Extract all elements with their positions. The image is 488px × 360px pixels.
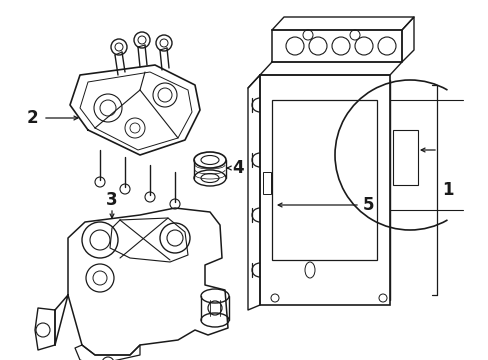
Text: 4: 4	[232, 159, 244, 177]
Text: 1: 1	[441, 181, 453, 199]
Bar	[392, 130, 417, 185]
Text: 5: 5	[362, 196, 373, 214]
Text: 2: 2	[26, 109, 38, 127]
Bar	[260, 75, 389, 305]
Text: 3: 3	[106, 191, 118, 209]
Bar	[271, 100, 376, 260]
Bar	[263, 172, 270, 194]
